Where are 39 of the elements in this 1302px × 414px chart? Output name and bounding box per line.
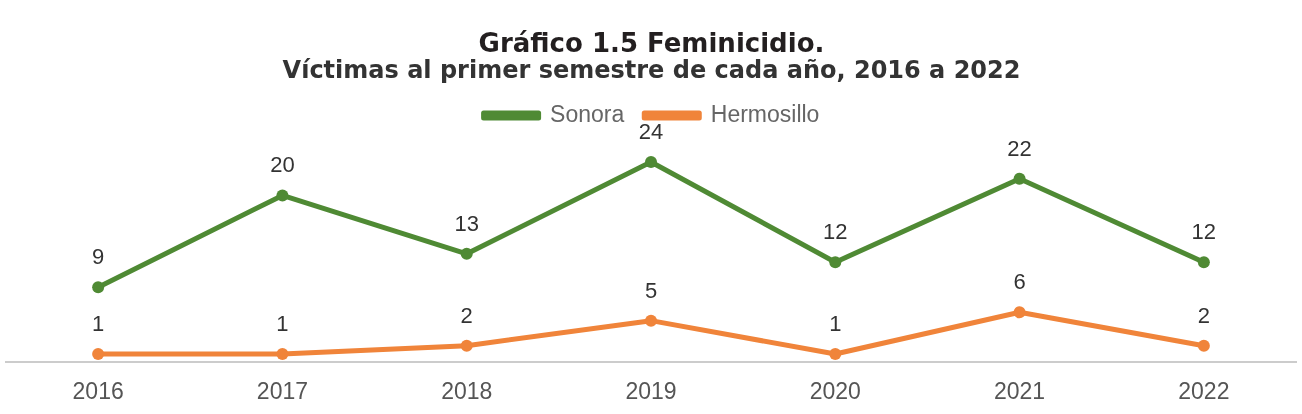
chart-title: Gráfico 1.5 Feminicidio. <box>478 27 825 58</box>
data-label: 6 <box>1013 269 1026 295</box>
legend-label: Sonora <box>550 100 625 127</box>
point <box>1197 339 1210 352</box>
x-tick-label: 2020 <box>809 377 861 404</box>
point <box>829 348 842 361</box>
point <box>276 348 289 361</box>
point <box>829 256 842 269</box>
x-tick-label: 2017 <box>256 377 309 404</box>
point <box>1013 172 1026 185</box>
data-label: 2 <box>460 302 473 328</box>
point <box>645 314 657 327</box>
point <box>92 348 105 361</box>
data-label: 9 <box>92 244 105 270</box>
data-label: 1 <box>276 311 289 337</box>
data-label: 12 <box>823 219 848 245</box>
point <box>460 247 473 260</box>
data-label: 22 <box>1007 135 1032 161</box>
point <box>1013 306 1026 319</box>
data-label: 1 <box>92 311 105 337</box>
chart-subtitle: Víctimas al primer semestre de cada año, 2016 a 2022 <box>282 56 1021 85</box>
x-tick-label: 2022 <box>1178 377 1230 404</box>
point <box>460 339 473 352</box>
data-label: 20 <box>270 152 295 178</box>
data-label: 12 <box>1191 219 1217 245</box>
data-label: 24 <box>638 119 664 145</box>
data-label: 1 <box>829 311 842 337</box>
x-tick-label: 2018 <box>441 377 493 404</box>
data-label: 2 <box>1197 302 1210 328</box>
point <box>645 156 657 168</box>
point <box>92 281 105 294</box>
point <box>276 189 289 202</box>
x-tick-label: 2016 <box>72 377 124 404</box>
data-label: 5 <box>644 277 658 303</box>
x-tick-label: 2019 <box>625 377 677 404</box>
point <box>1197 256 1210 269</box>
x-tick-label: 2021 <box>993 377 1046 404</box>
data-label: 13 <box>454 210 479 236</box>
legend-label: Hermosillo <box>710 100 820 127</box>
